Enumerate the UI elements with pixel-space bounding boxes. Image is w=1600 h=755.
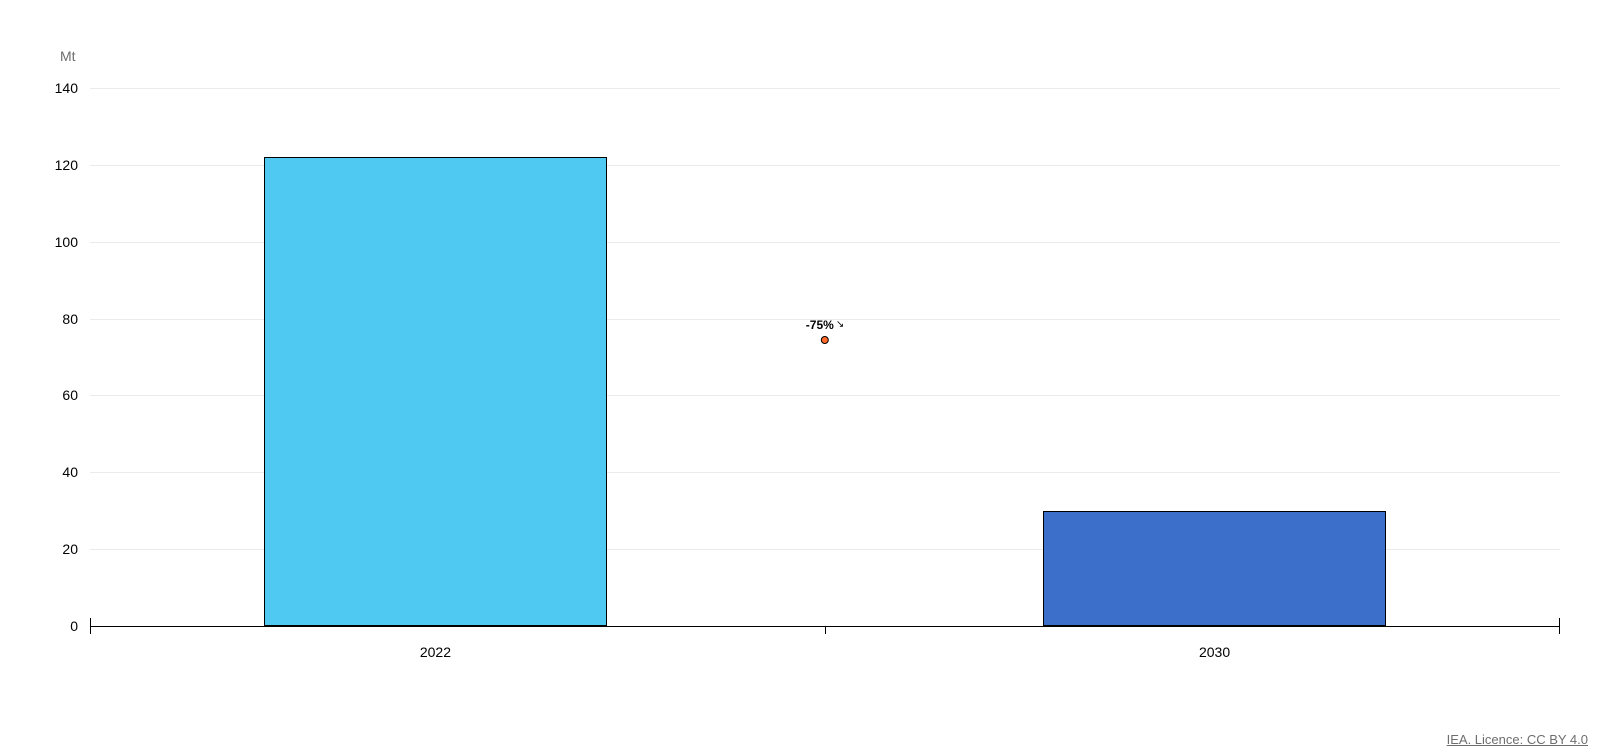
y-tick-label: 20 <box>62 541 78 557</box>
y-axis-stub <box>90 618 91 634</box>
trend-down-icon: ↘ <box>836 319 844 330</box>
x-tick-label: 2030 <box>1199 644 1230 660</box>
attribution-link[interactable]: IEA. Licence: CC BY 4.0 <box>1447 732 1588 747</box>
chart-plot-area: -75%↘ <box>90 88 1560 626</box>
y-tick-label: 0 <box>70 618 78 634</box>
y-axis-title: Mt <box>60 48 76 64</box>
y-tick-label: 40 <box>62 464 78 480</box>
change-annotation: -75%↘ <box>806 316 844 344</box>
change-annotation-label: -75%↘ <box>806 318 844 332</box>
annotation-marker-icon <box>821 336 829 344</box>
y-tick-label: 100 <box>55 234 78 250</box>
bar-2030 <box>1043 511 1386 626</box>
y-tick-label: 60 <box>62 387 78 403</box>
x-axis-center-tick <box>825 626 826 634</box>
change-annotation-text: -75% <box>806 318 834 332</box>
gridline <box>90 88 1560 89</box>
x-tick-label: 2022 <box>420 644 451 660</box>
y-tick-label: 120 <box>55 157 78 173</box>
y-tick-label: 80 <box>62 311 78 327</box>
bar-2022 <box>264 157 607 626</box>
y-tick-label: 140 <box>55 80 78 96</box>
y-axis-stub-right <box>1559 618 1560 634</box>
